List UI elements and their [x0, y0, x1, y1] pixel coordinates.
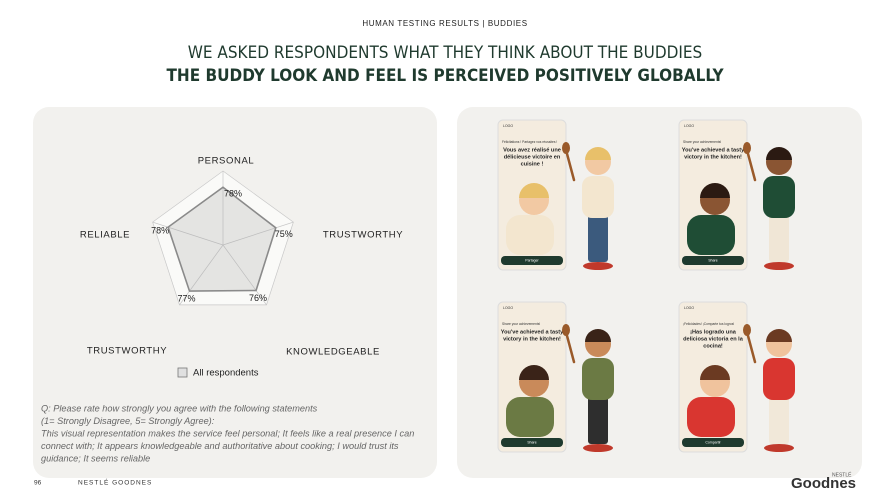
- spoke: [179, 244, 224, 306]
- phone-headline: Vous avez réalisé une: [503, 147, 561, 153]
- phone-headline: délicieuse victoire en: [504, 154, 561, 160]
- character-hair: [519, 365, 549, 380]
- axis-label: RELIABLE: [80, 230, 130, 241]
- phone-headline: You've achieved a tasty: [501, 329, 564, 335]
- figure-legs: [769, 210, 789, 262]
- character-hair: [519, 183, 549, 198]
- figure-legs: [588, 210, 608, 262]
- phone-button: [501, 256, 563, 265]
- phone-subtitle: Share your achievements!: [502, 322, 540, 326]
- figure-hair: [585, 147, 611, 160]
- phone-headline: cocina!: [703, 343, 723, 349]
- figure-spoon: [564, 330, 576, 364]
- phone-headline: ¡Has logrado una: [690, 329, 737, 335]
- spoke: [152, 221, 224, 246]
- legend-swatch: [177, 367, 188, 378]
- phone-button: [682, 256, 744, 265]
- legend-label: All respondents: [193, 368, 259, 379]
- phone-button: [501, 438, 563, 447]
- logo: Goodnes: [791, 475, 856, 492]
- data-label: 78%: [151, 226, 169, 236]
- figure-shoes: [583, 262, 613, 270]
- figure-shoes: [764, 444, 794, 452]
- figure-hair: [585, 329, 611, 342]
- figure-spoon-head: [743, 142, 751, 154]
- phone-mockups: LOGO Félicitations ! Partagez vos réussit…: [497, 119, 795, 453]
- figure-spoon: [745, 148, 757, 182]
- footnote-line: This visual representation makes the ser…: [41, 428, 414, 438]
- data-label: 77%: [178, 293, 196, 303]
- figure-spoon: [564, 148, 576, 182]
- figure-spoon-head: [562, 142, 570, 154]
- phone-headline: deliciosa victoria en la: [683, 336, 744, 342]
- series-area: [167, 186, 277, 292]
- character-hair: [700, 183, 730, 198]
- character-body: [506, 397, 554, 437]
- data-label: 76%: [249, 293, 267, 303]
- character-body: [506, 215, 554, 255]
- phone-button-label: Compartir: [705, 440, 721, 444]
- figure-shoes: [583, 444, 613, 452]
- character-body: [687, 397, 735, 437]
- footnote-line: Q: Please rate how strongly you agree wi…: [41, 403, 318, 413]
- axis-label: TRUSTWORTHY: [87, 346, 167, 357]
- axis-label: TRUSTWORTHY: [323, 230, 403, 241]
- axis-label: PERSONAL: [198, 156, 255, 167]
- slide-title: WE ASKED RESPONDENTS WHAT THEY THINK ABO…: [188, 43, 703, 63]
- phone-headline: You've achieved a tasty: [682, 147, 745, 153]
- slide-subtitle: THE BUDDY LOOK AND FEEL IS PERCEIVED POS…: [166, 66, 724, 86]
- footnote-line: (1= Strongly Disagree, 5= Strongly Agree…: [41, 416, 215, 426]
- phone-logo: LOGO: [684, 306, 694, 310]
- phone-button-label: Share: [527, 440, 536, 444]
- axis-label: KNOWLEDGEABLE: [286, 347, 380, 358]
- phone-button: [682, 438, 744, 447]
- phone-button-label: Share: [708, 258, 717, 262]
- radar-chart: PERSONAL TRUSTWORTHY KNOWLEDGEABLE TRUSTWOR…: [80, 156, 403, 379]
- figure-shirt: [763, 176, 795, 218]
- brand-name: NESTLÉ GOODNES: [78, 478, 152, 487]
- figure-hair: [766, 329, 792, 342]
- figure-shirt: [582, 176, 614, 218]
- footnote: Q: Please rate how strongly you agree wi…: [41, 403, 414, 463]
- phone-button-label: Partager: [525, 258, 539, 262]
- figure-spoon-head: [743, 324, 751, 336]
- character-body: [687, 215, 735, 255]
- phone-logo: LOGO: [503, 124, 513, 128]
- figure-hair: [766, 147, 792, 160]
- data-label: 78%: [224, 189, 242, 199]
- phone-subtitle: ¡Felicidades! ¡Comparte tus logros!: [683, 322, 734, 326]
- figure-shoes: [764, 262, 794, 270]
- data-label: 75%: [275, 229, 293, 239]
- section-label: HUMAN TESTING RESULTS | BUDDIES: [362, 19, 527, 28]
- figure-spoon: [745, 330, 757, 364]
- phone-subtitle: Share your achievements!: [683, 140, 721, 144]
- logo-small: NESTLÉ: [832, 471, 852, 478]
- footnote-line: connect with; It appears knowledgeable a…: [41, 441, 399, 451]
- spoke: [222, 244, 267, 306]
- phone-headline: victory in the kitchen!: [684, 154, 742, 160]
- figure-shirt: [763, 358, 795, 400]
- page-number: 96: [34, 480, 42, 487]
- phone-headline: cuisine !: [521, 161, 544, 167]
- figure-shirt: [582, 358, 614, 400]
- phone-subtitle: Félicitations ! Partagez vos réussites !: [502, 140, 557, 144]
- figure-spoon-head: [562, 324, 570, 336]
- figure-legs: [769, 392, 789, 444]
- footnote-line: guidance; It seems reliable: [41, 453, 150, 463]
- figure-legs: [588, 392, 608, 444]
- spoke: [222, 221, 294, 246]
- phone-headline: victory in the kitchen!: [503, 336, 561, 342]
- phone-logo: LOGO: [503, 306, 513, 310]
- phone-logo: LOGO: [684, 124, 694, 128]
- character-hair: [700, 365, 730, 380]
